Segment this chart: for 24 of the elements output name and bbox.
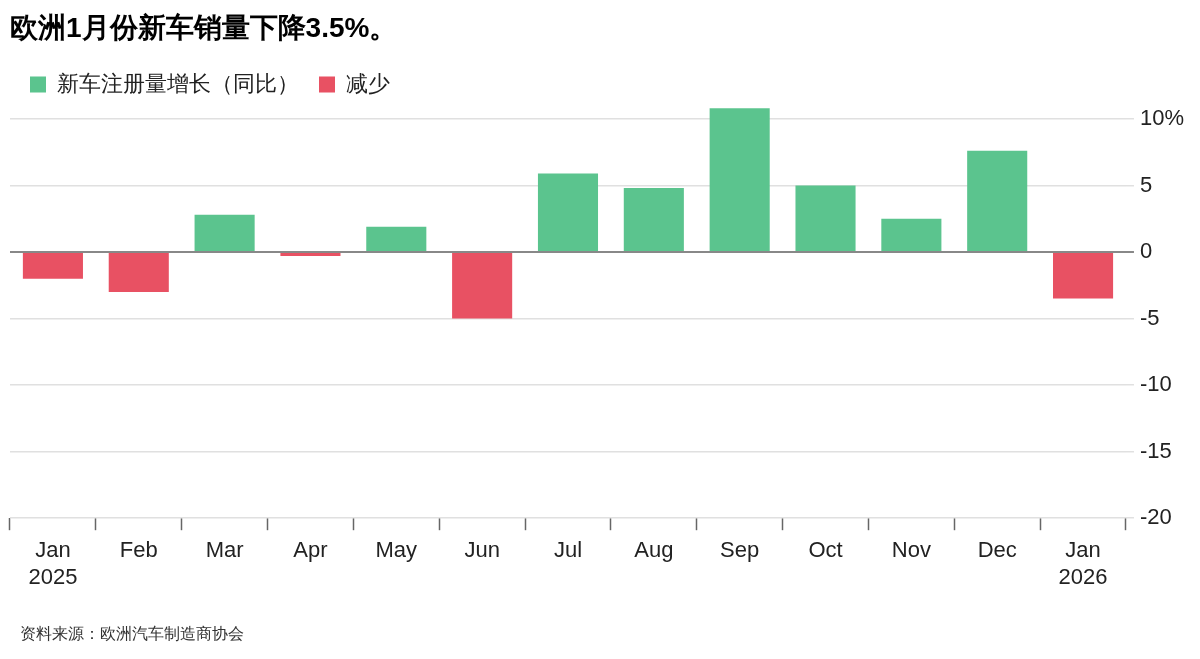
- y-tick-label: 0: [1139, 238, 1153, 264]
- x-tick-label: Mar: [205, 537, 244, 563]
- legend-label: 减少: [346, 70, 390, 96]
- x-tick-label: Oct: [808, 537, 843, 563]
- chart-title: 欧洲1月份新车销量下降3.5%。: [10, 11, 398, 43]
- x-tick-label: Feb: [119, 537, 158, 563]
- x-tick-label: Dec: [977, 537, 1017, 563]
- y-tick-label: -10: [1139, 371, 1172, 397]
- x-tick-label: Nov: [891, 537, 931, 563]
- x-tick-label: Jul: [553, 537, 583, 563]
- x-tick-label: May: [375, 537, 418, 563]
- y-tick-label: 10%: [1139, 104, 1185, 130]
- x-tick-label: Jun: [464, 537, 500, 563]
- x-tick-label: Apr: [293, 537, 328, 563]
- legend-label: 新车注册量增长（同比）: [57, 70, 299, 96]
- text: 资料来源：欧洲汽车制造商协会: [20, 625, 244, 642]
- x-tick-label: Aug: [634, 537, 674, 563]
- x-tick-label: Sep: [720, 537, 760, 563]
- y-tick-label: -20: [1139, 504, 1172, 530]
- y-tick-label: 5: [1139, 171, 1153, 197]
- x-tick-label: Jan 2025: [28, 537, 78, 589]
- y-tick-label: -15: [1139, 437, 1172, 463]
- x-tick-label: Jan 2026: [1058, 537, 1108, 589]
- y-tick-label: -5: [1139, 304, 1160, 330]
